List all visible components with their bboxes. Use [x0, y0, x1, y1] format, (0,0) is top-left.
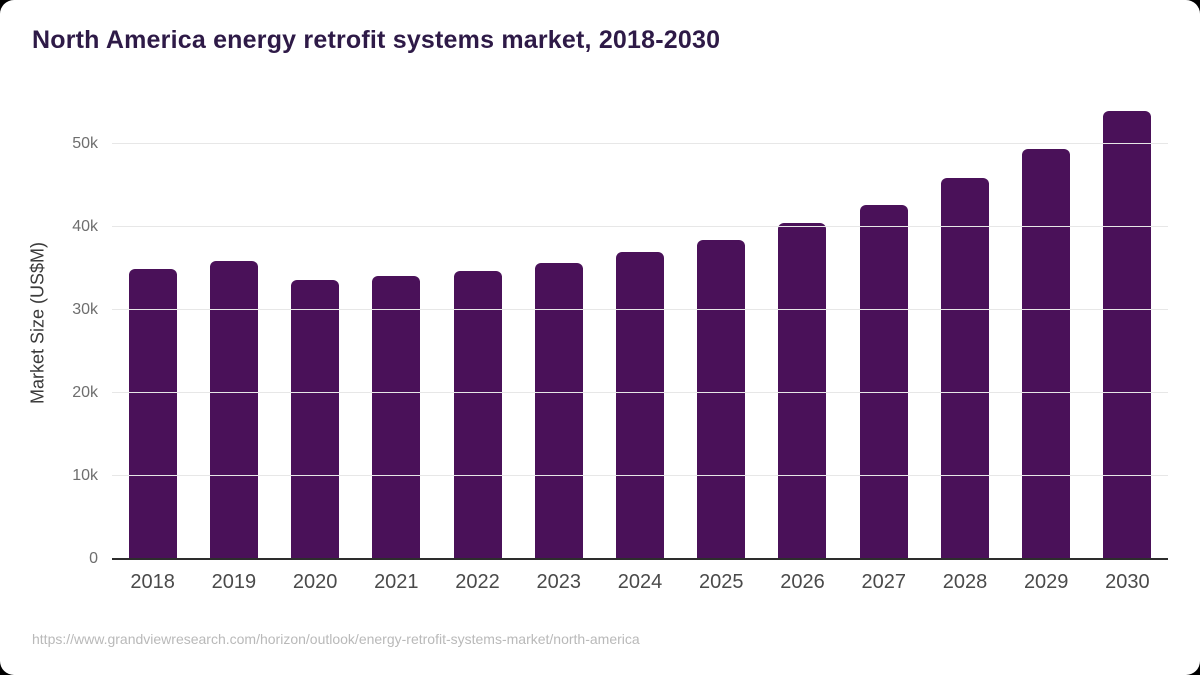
chart-title: North America energy retrofit systems ma…: [32, 26, 721, 54]
gridline-10k: [112, 475, 1168, 477]
x-tick-2018: 2018: [130, 571, 175, 593]
bar-slot-2019: [193, 103, 274, 559]
x-tick-2023: 2023: [536, 571, 582, 593]
bar-2018[interactable]: [128, 268, 177, 559]
bar-slot-2028: [924, 103, 1005, 559]
bar-slot-2026: [762, 103, 843, 559]
source-url-link[interactable]: https://www.grandviewresearch.com/horizo…: [32, 631, 640, 647]
x-tick-2027: 2027: [861, 571, 906, 593]
y-tick-0: 0: [89, 550, 98, 567]
bar-2019[interactable]: [209, 261, 258, 559]
bar-slot-2023: [518, 103, 599, 559]
bar-2029[interactable]: [1022, 148, 1071, 559]
bar-2024[interactable]: [616, 252, 665, 559]
bar-slot-2025: [681, 103, 762, 559]
bar-slot-2018: [112, 103, 193, 559]
bar-slot-2020: [274, 103, 355, 559]
gridline-50k: [112, 143, 1168, 145]
bar-2020[interactable]: [291, 280, 340, 559]
x-tick-2028: 2028: [942, 571, 988, 593]
x-tick-2029: 2029: [1023, 571, 1069, 593]
x-tick-2026: 2026: [780, 571, 825, 593]
x-tick-2020: 2020: [292, 571, 338, 593]
bar-slot-2021: [356, 103, 437, 559]
gridline-30k: [112, 309, 1168, 311]
y-tick-50k: 50k: [72, 135, 98, 153]
x-tick-2025: 2025: [699, 571, 744, 593]
gridline-40k: [112, 226, 1168, 228]
bar-2022[interactable]: [453, 271, 502, 559]
y-tick-40k: 40k: [72, 218, 98, 236]
bar-2021[interactable]: [372, 276, 421, 559]
bar-2030[interactable]: [1103, 111, 1152, 559]
bar-2023[interactable]: [534, 263, 583, 559]
x-tick-2024: 2024: [617, 571, 663, 593]
y-tick-30k: 30k: [72, 301, 98, 319]
y-axis-title: Market Size (US$M): [27, 241, 48, 405]
x-tick-2021: 2021: [374, 571, 419, 593]
gridline-20k: [112, 392, 1168, 394]
y-tick-20k: 20k: [72, 384, 98, 402]
bar-2025[interactable]: [697, 239, 746, 559]
bar-slot-2024: [599, 103, 680, 559]
x-axis-line: [112, 558, 1168, 560]
bar-2026[interactable]: [778, 223, 827, 559]
y-tick-10k: 10k: [72, 467, 98, 485]
bar-slot-2022: [437, 103, 518, 559]
x-tick-2022: 2022: [455, 571, 500, 593]
x-axis-labels: 2018 2019 2020 2021 2022 2023 2024 2025 2026 2027…: [112, 571, 1168, 594]
x-tick-2019: 2019: [211, 571, 257, 593]
plot-area: [112, 103, 1168, 559]
bar-2027[interactable]: [859, 204, 908, 559]
bar-slot-2029: [1006, 103, 1087, 559]
bar-series: [112, 103, 1168, 559]
x-tick-2030: 2030: [1105, 571, 1150, 593]
bar-2028[interactable]: [940, 178, 989, 559]
bar-slot-2027: [843, 103, 924, 559]
bar-slot-2030: [1087, 103, 1168, 559]
